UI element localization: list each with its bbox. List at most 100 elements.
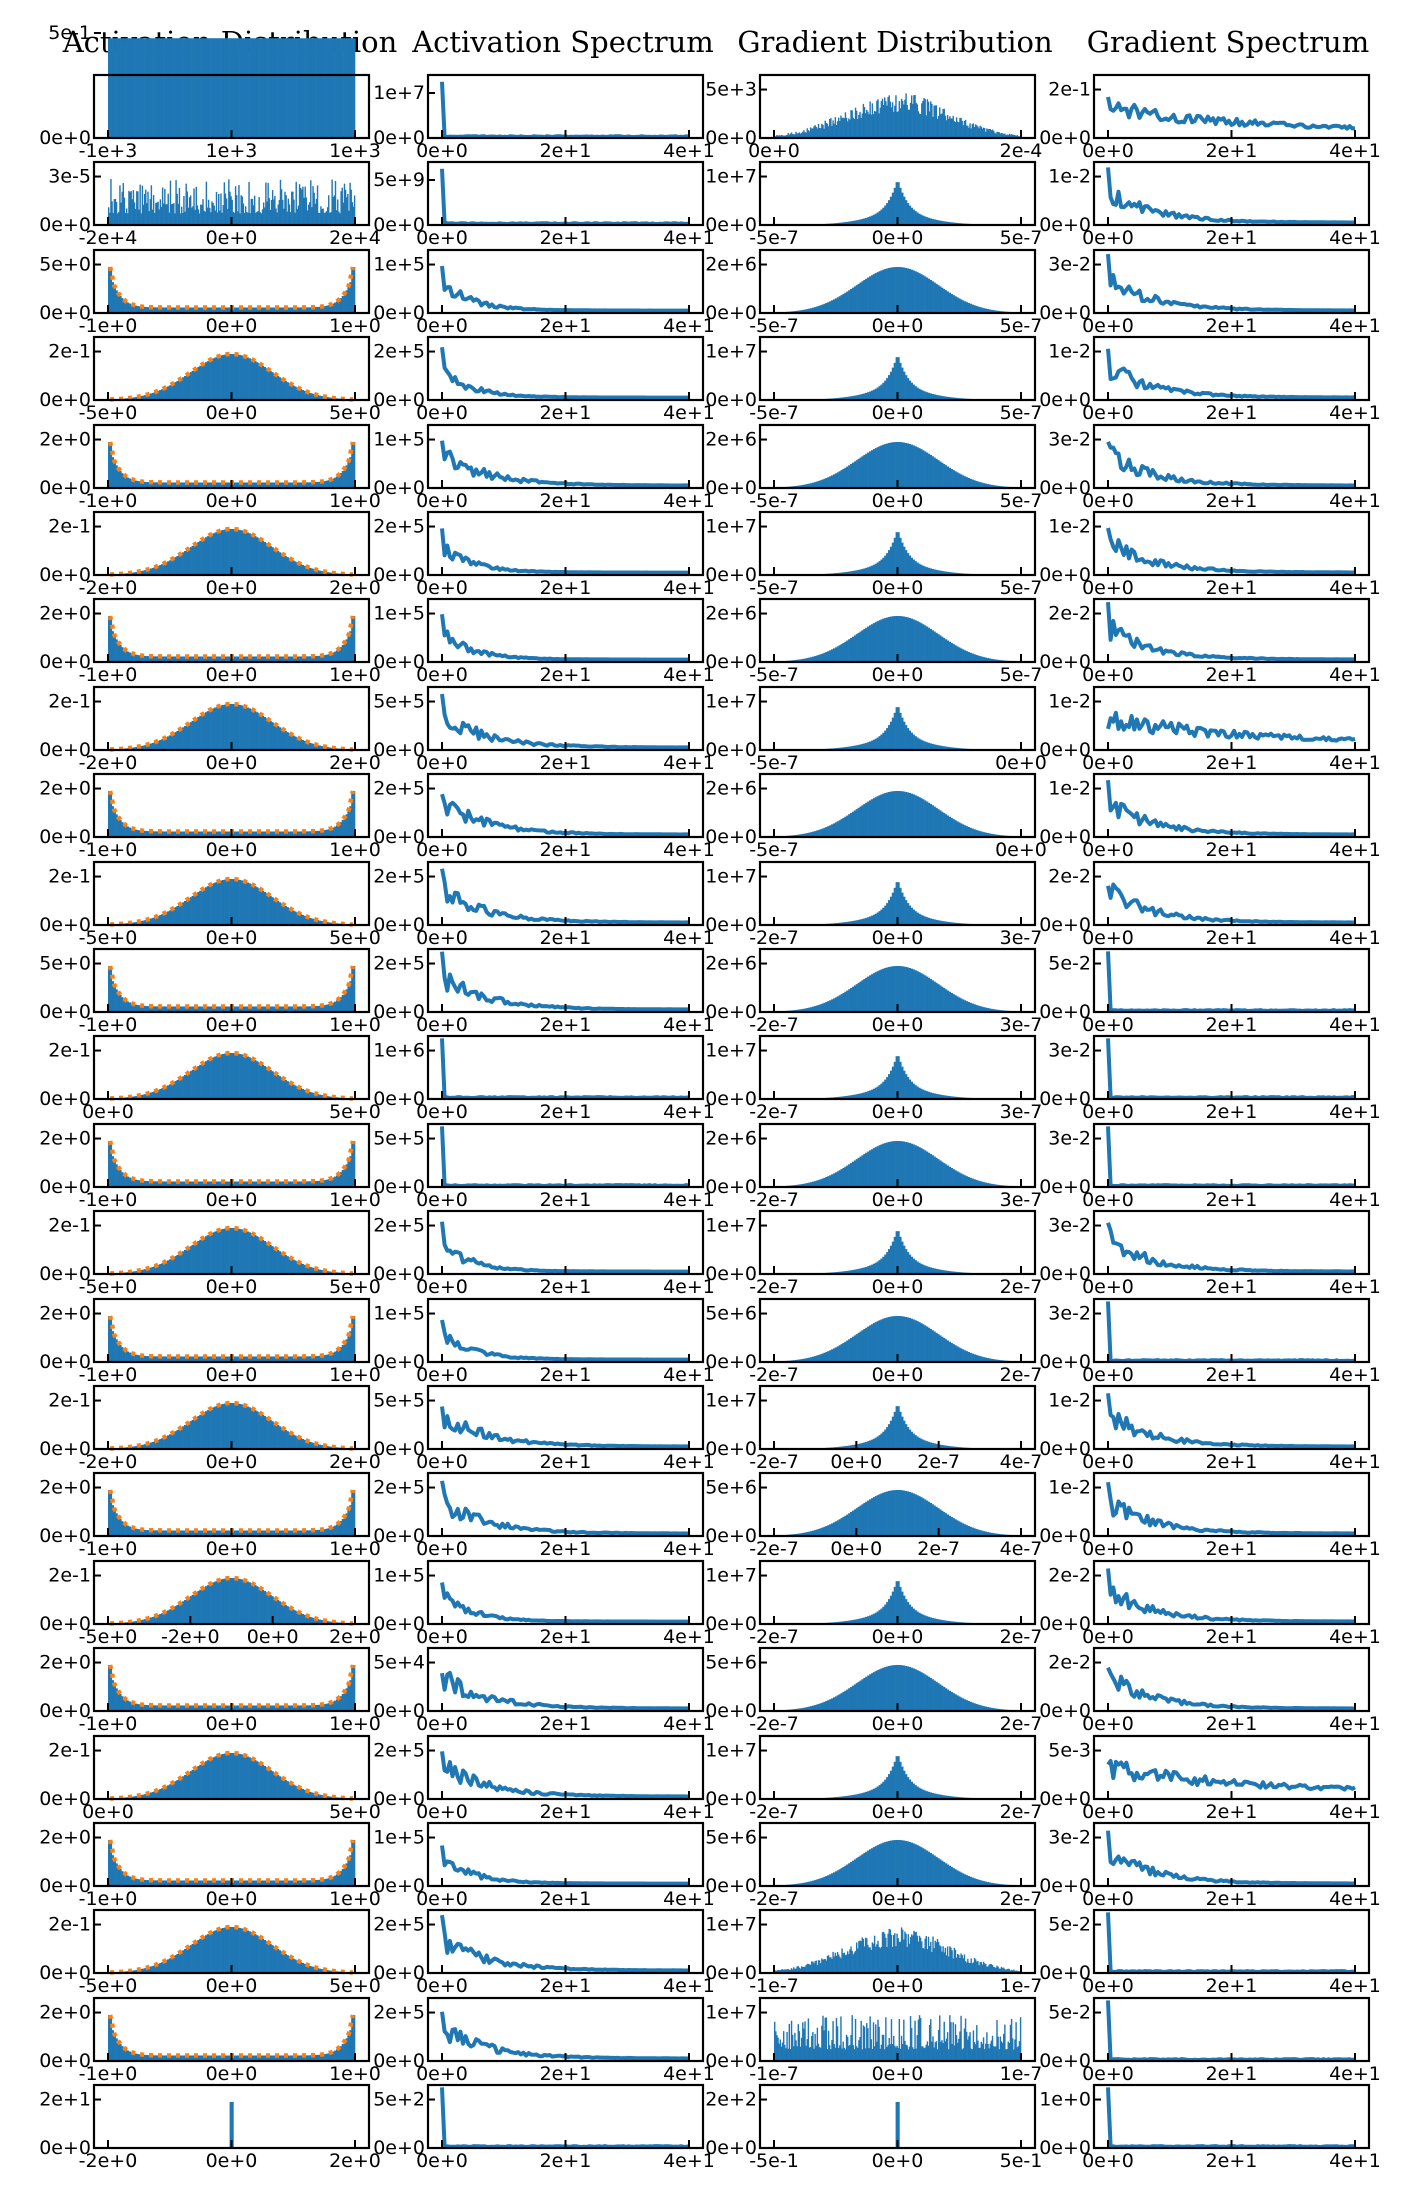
histogram-bar bbox=[339, 647, 342, 662]
histogram-bar bbox=[151, 482, 154, 488]
histogram-bar bbox=[250, 884, 253, 925]
histogram-bar bbox=[941, 1161, 944, 1187]
panel-r14c2: 0e+02e+50e+0 2e+1 4e+1 bbox=[373, 1209, 715, 1298]
histogram-bar bbox=[933, 919, 936, 925]
histogram-bar bbox=[869, 1325, 872, 1362]
histogram-bar bbox=[958, 647, 961, 662]
histogram-bar bbox=[113, 1160, 116, 1187]
x-tick-label: 1e+0 bbox=[329, 1364, 381, 1386]
histogram-bar bbox=[817, 654, 820, 662]
histogram-bar bbox=[941, 287, 944, 313]
histogram-bar bbox=[288, 1006, 291, 1012]
histogram-bar bbox=[908, 380, 912, 400]
y-tick-label: 5e+3 bbox=[705, 79, 757, 101]
x-tick-label: 4e+1 bbox=[663, 1014, 715, 1036]
y-tick-label: 0e+0 bbox=[705, 1263, 757, 1285]
histogram-bar bbox=[273, 482, 276, 488]
histogram-bar bbox=[914, 386, 917, 400]
histogram-bar bbox=[920, 973, 923, 1012]
histogram-bar bbox=[305, 482, 308, 488]
histogram-bar bbox=[878, 386, 881, 400]
histogram-bar bbox=[154, 212, 156, 225]
histogram-bar bbox=[160, 206, 163, 225]
histogram-bar bbox=[869, 276, 872, 313]
histogram-bar bbox=[267, 1068, 270, 1099]
y-tick-label: 0e+0 bbox=[373, 477, 425, 499]
histogram-bar bbox=[851, 462, 855, 488]
histogram-bar bbox=[185, 1073, 189, 1099]
histogram-bar bbox=[857, 119, 859, 138]
histogram-bar bbox=[983, 832, 986, 837]
histogram-bar bbox=[155, 916, 158, 925]
histogram-bar bbox=[193, 544, 196, 575]
histogram-bar bbox=[290, 482, 293, 488]
histogram-bar bbox=[282, 199, 284, 225]
x-tick-label: 0e+0 bbox=[416, 1276, 468, 1298]
histogram-bar bbox=[844, 1341, 847, 1362]
histogram-bar bbox=[241, 1006, 244, 1012]
histogram-bar bbox=[195, 893, 198, 925]
histogram-bar bbox=[882, 444, 885, 488]
histogram-bar bbox=[880, 384, 883, 400]
histogram-bar bbox=[920, 274, 923, 313]
histogram-bar bbox=[207, 199, 210, 225]
histogram-bar bbox=[111, 806, 114, 837]
histogram-bar bbox=[294, 212, 296, 225]
histogram-bar bbox=[187, 723, 190, 750]
histogram-bar bbox=[865, 1152, 868, 1187]
histogram-bar bbox=[142, 1269, 145, 1274]
histogram-bar bbox=[954, 995, 957, 1012]
histogram-bar bbox=[946, 746, 950, 750]
histogram-bar bbox=[241, 705, 244, 750]
histogram-bar bbox=[146, 1093, 149, 1099]
spectrum-line bbox=[440, 528, 689, 575]
histogram-bar bbox=[922, 215, 925, 225]
histogram-bar bbox=[159, 656, 162, 662]
histogram-bar bbox=[905, 616, 908, 662]
histogram-bar bbox=[827, 826, 830, 837]
histogram-bar bbox=[326, 654, 329, 662]
histogram-bar bbox=[867, 392, 870, 400]
histogram-bar bbox=[802, 658, 805, 662]
histogram-bar bbox=[132, 1354, 135, 1362]
histogram-bar bbox=[178, 482, 181, 488]
histogram-bar bbox=[282, 307, 285, 313]
histogram-bar bbox=[284, 555, 287, 575]
histogram-bar bbox=[168, 1006, 171, 1012]
histogram-bar bbox=[990, 1183, 993, 1187]
histogram-bar bbox=[994, 485, 997, 488]
histogram-bar bbox=[937, 1269, 940, 1274]
histogram-bar bbox=[305, 566, 308, 575]
histogram-bar bbox=[239, 1053, 242, 1099]
histogram-bar bbox=[165, 1356, 168, 1362]
histogram-bar bbox=[808, 832, 811, 837]
histogram-bar bbox=[163, 1262, 166, 1274]
histogram-bar bbox=[237, 879, 240, 925]
histogram-bar bbox=[296, 656, 299, 662]
histogram-bar bbox=[810, 483, 813, 488]
histogram-bar bbox=[808, 131, 811, 138]
histogram-bar bbox=[347, 1160, 350, 1187]
histogram-bar bbox=[330, 747, 333, 750]
histogram-bar bbox=[275, 899, 278, 925]
histogram-bar bbox=[936, 118, 939, 138]
histogram-bar bbox=[899, 1236, 902, 1274]
histogram-bar bbox=[863, 568, 866, 575]
x-tick-label: 0e+0 bbox=[206, 664, 258, 686]
histogram-bar bbox=[296, 1006, 299, 1012]
histogram-bar bbox=[958, 822, 961, 837]
histogram-bar bbox=[292, 910, 295, 925]
x-tick-label: -2e+0 bbox=[79, 577, 138, 599]
histogram-bar bbox=[813, 482, 817, 488]
histogram-bar bbox=[992, 659, 995, 662]
histogram-bar bbox=[903, 1070, 906, 1099]
histogram-bar bbox=[914, 911, 917, 925]
x-tick-label: 2e+1 bbox=[540, 577, 592, 599]
histogram-bar bbox=[948, 922, 951, 925]
histogram-bar bbox=[914, 1260, 917, 1274]
histogram-bar bbox=[313, 1443, 316, 1449]
histogram-bar bbox=[301, 307, 304, 313]
histogram-bar bbox=[260, 482, 263, 488]
histogram-bar bbox=[958, 473, 961, 488]
histogram-bar bbox=[903, 966, 906, 1012]
